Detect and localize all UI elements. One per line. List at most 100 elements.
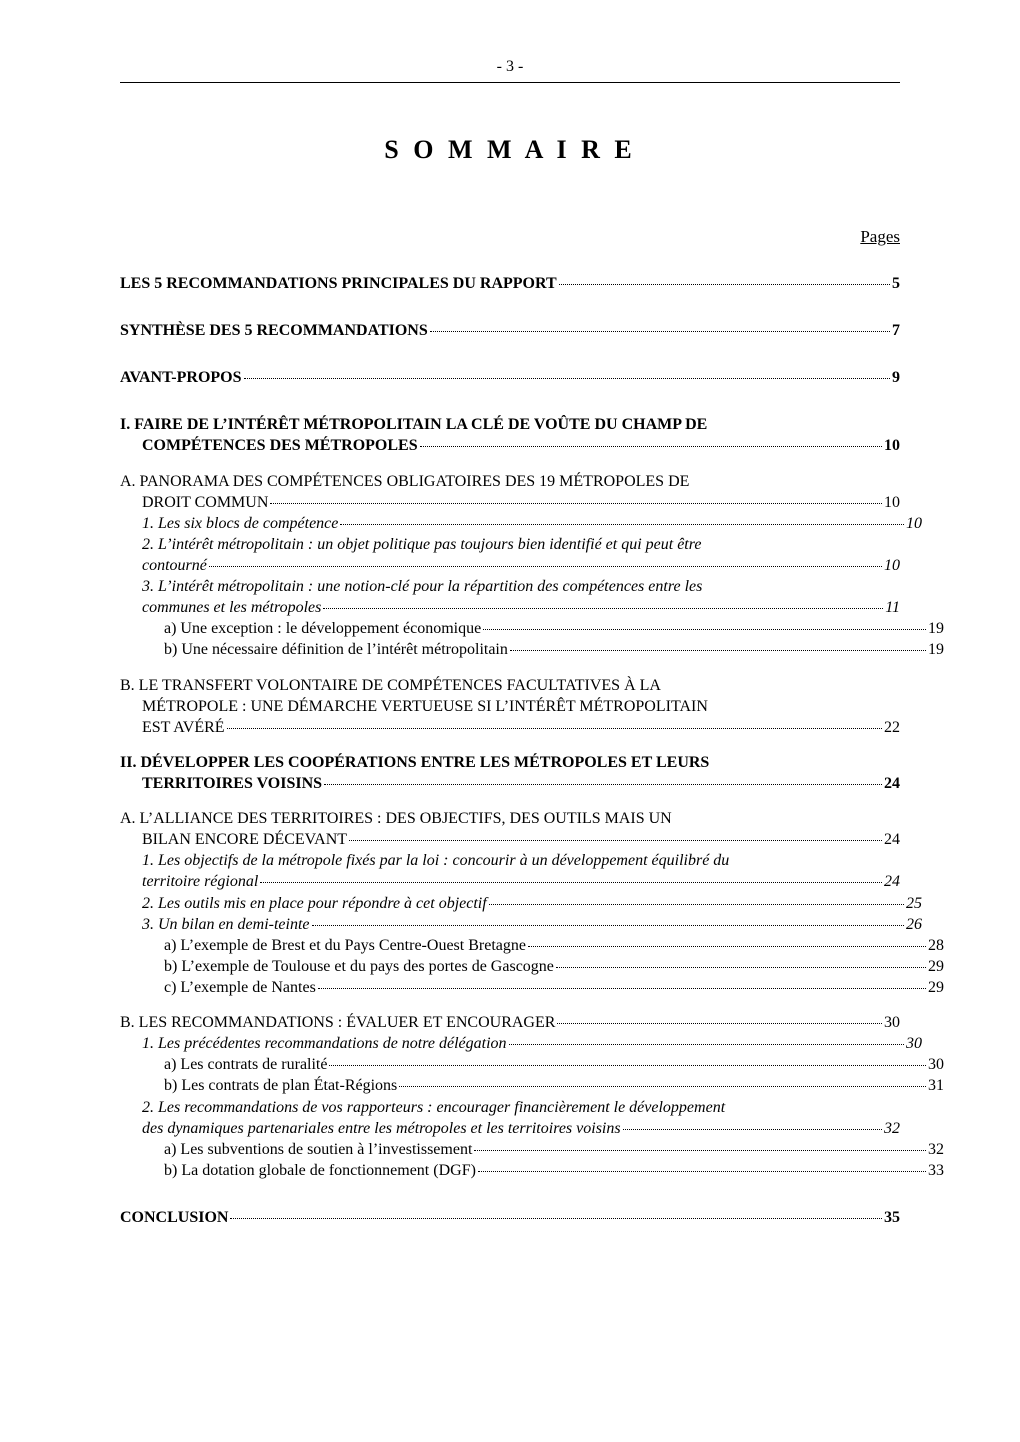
toc-page: 25 — [906, 893, 922, 914]
toc-label: 1. Les objectifs de la métropole fixés p… — [142, 850, 900, 871]
toc-page: 10 — [884, 435, 900, 456]
toc-label: 3. L’intérêt métropolitain : une notion-… — [142, 576, 900, 597]
toc-label: communes et les métropoles — [142, 597, 321, 618]
toc-label: TERRITOIRES VOISINS — [142, 773, 322, 794]
page: - 3 - S O M M A I R E Pages LES 5 RECOMM… — [0, 0, 1020, 1442]
toc-leader — [483, 629, 926, 630]
toc-page: 10 — [906, 513, 922, 534]
toc-entry: II. DÉVELOPPER LES COOPÉRATIONS ENTRE LE… — [120, 752, 900, 794]
header-rule — [120, 82, 900, 83]
toc-entry: a) Une exception : le développement écon… — [120, 618, 944, 639]
toc-page: 35 — [884, 1207, 900, 1228]
toc-page: 19 — [928, 618, 944, 639]
toc-label: a) Les contrats de ruralité — [164, 1054, 327, 1075]
toc-label: des dynamiques partenariales entre les m… — [142, 1118, 621, 1139]
toc-leader — [489, 904, 904, 905]
toc-page: 29 — [928, 977, 944, 998]
toc-entry: b) Une nécessaire définition de l’intérê… — [120, 639, 944, 660]
toc-leader — [270, 503, 882, 504]
toc-entry: AVANT-PROPOS 9 — [120, 367, 900, 388]
toc-label: BILAN ENCORE DÉCEVANT — [142, 829, 347, 850]
toc-label: territoire régional — [142, 871, 258, 892]
toc-leader — [509, 1044, 904, 1045]
toc-leader — [209, 566, 882, 567]
toc-page: 10 — [884, 555, 900, 576]
toc-label: I. FAIRE DE L’INTÉRÊT MÉTROPOLITAIN LA C… — [120, 414, 900, 435]
toc-page: 24 — [884, 773, 900, 794]
toc-label: contourné — [142, 555, 207, 576]
toc-page: 22 — [884, 717, 900, 738]
toc-page: 11 — [885, 597, 900, 618]
table-of-contents: LES 5 RECOMMANDATIONS PRINCIPALES DU RAP… — [120, 273, 900, 1228]
toc-entry: 3. L’intérêt métropolitain : une notion-… — [120, 576, 900, 618]
toc-page: 29 — [928, 956, 944, 977]
toc-page: 30 — [928, 1054, 944, 1075]
page-number: - 3 - — [120, 58, 900, 76]
toc-entry: 1. Les objectifs de la métropole fixés p… — [120, 850, 900, 892]
toc-label: LES 5 RECOMMANDATIONS PRINCIPALES DU RAP… — [120, 273, 557, 294]
toc-entry: 2. L’intérêt métropolitain : un objet po… — [120, 534, 900, 576]
toc-label: a) L’exemple de Brest et du Pays Centre-… — [164, 935, 526, 956]
toc-leader — [260, 882, 882, 883]
toc-leader — [474, 1150, 926, 1151]
toc-entry: 1. Les précédentes recommandations de no… — [120, 1033, 922, 1054]
toc-label: a) Une exception : le développement écon… — [164, 618, 481, 639]
toc-label: 1. Les précédentes recommandations de no… — [142, 1033, 507, 1054]
toc-page: 5 — [892, 273, 900, 294]
toc-page: 30 — [906, 1033, 922, 1054]
toc-page: 32 — [884, 1118, 900, 1139]
toc-label: A. L’ALLIANCE DES TERRITOIRES : DES OBJE… — [120, 808, 900, 829]
toc-entry: a) Les subventions de soutien à l’invest… — [120, 1139, 944, 1160]
toc-entry: 2. Les recommandations de vos rapporteur… — [120, 1097, 900, 1139]
toc-label: 2. L’intérêt métropolitain : un objet po… — [142, 534, 900, 555]
toc-label: EST AVÉRÉ — [142, 717, 225, 738]
toc-entry: c) L’exemple de Nantes 29 — [120, 977, 944, 998]
toc-page: 24 — [884, 871, 900, 892]
toc-page: 19 — [928, 639, 944, 660]
toc-leader — [324, 784, 882, 785]
toc-leader — [557, 1023, 882, 1024]
toc-leader — [556, 967, 926, 968]
pages-column-label: Pages — [120, 227, 900, 247]
toc-page: 9 — [892, 367, 900, 388]
toc-label: 2. Les recommandations de vos rapporteur… — [142, 1097, 900, 1118]
toc-leader — [399, 1086, 926, 1087]
toc-label: c) L’exemple de Nantes — [164, 977, 316, 998]
toc-leader — [329, 1065, 926, 1066]
toc-label: COMPÉTENCES DES MÉTROPOLES — [142, 435, 418, 456]
toc-leader — [244, 378, 890, 379]
toc-entry: B. LE TRANSFERT VOLONTAIRE DE COMPÉTENCE… — [120, 675, 900, 738]
toc-label: 3. Un bilan en demi-teinte — [142, 914, 310, 935]
toc-label: B. LE TRANSFERT VOLONTAIRE DE COMPÉTENCE… — [120, 675, 900, 696]
toc-leader — [230, 1218, 882, 1219]
toc-label: AVANT-PROPOS — [120, 367, 242, 388]
toc-leader — [323, 608, 883, 609]
toc-label: II. DÉVELOPPER LES COOPÉRATIONS ENTRE LE… — [120, 752, 900, 773]
toc-label: b) Une nécessaire définition de l’intérê… — [164, 639, 508, 660]
toc-entry: LES 5 RECOMMANDATIONS PRINCIPALES DU RAP… — [120, 273, 900, 294]
toc-label: A. PANORAMA DES COMPÉTENCES OBLIGATOIRES… — [120, 471, 900, 492]
toc-label: CONCLUSION — [120, 1207, 228, 1228]
toc-entry: a) Les contrats de ruralité 30 — [120, 1054, 944, 1075]
toc-page: 33 — [928, 1160, 944, 1181]
toc-entry: 3. Un bilan en demi-teinte 26 — [120, 914, 922, 935]
toc-label: b) Les contrats de plan État-Régions — [164, 1075, 397, 1096]
toc-page: 26 — [906, 914, 922, 935]
toc-leader — [340, 524, 904, 525]
toc-leader — [318, 988, 926, 989]
toc-entry: b) L’exemple de Toulouse et du pays des … — [120, 956, 944, 977]
toc-page: 31 — [928, 1075, 944, 1096]
toc-page: 30 — [884, 1012, 900, 1033]
toc-entry: CONCLUSION 35 — [120, 1207, 900, 1228]
toc-label: b) L’exemple de Toulouse et du pays des … — [164, 956, 554, 977]
toc-page: 28 — [928, 935, 944, 956]
doc-title: S O M M A I R E — [120, 135, 900, 165]
toc-entry: a) L’exemple de Brest et du Pays Centre-… — [120, 935, 944, 956]
toc-leader — [478, 1171, 926, 1172]
toc-leader — [420, 446, 882, 447]
toc-label: b) La dotation globale de fonctionnement… — [164, 1160, 476, 1181]
toc-label: 2. Les outils mis en place pour répondre… — [142, 893, 487, 914]
toc-leader — [623, 1129, 882, 1130]
toc-entry: b) La dotation globale de fonctionnement… — [120, 1160, 944, 1181]
toc-leader — [430, 331, 890, 332]
